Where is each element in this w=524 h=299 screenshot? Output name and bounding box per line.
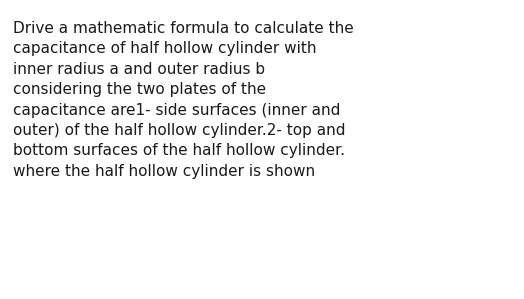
Text: Drive a mathematic formula to calculate the
capacitance of half hollow cylinder : Drive a mathematic formula to calculate … xyxy=(13,21,354,179)
